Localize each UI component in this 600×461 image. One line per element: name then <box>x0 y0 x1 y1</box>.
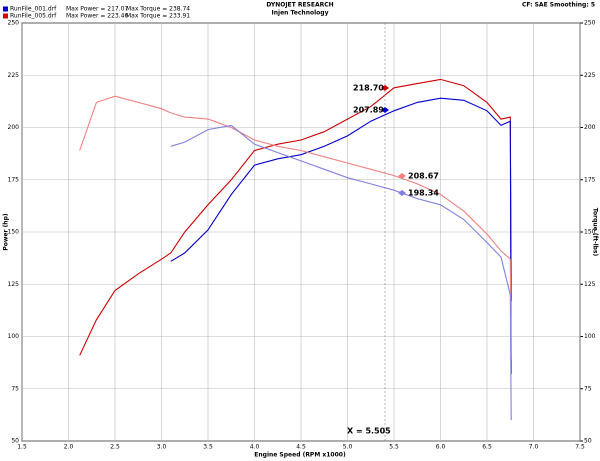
legend-torque: Max Torque = 233.91 <box>126 13 190 20</box>
x-tick-label: 4.0 <box>250 444 260 451</box>
x-tick-label: 1.5 <box>17 444 27 451</box>
annotation: 208.67 <box>408 172 439 181</box>
annotation-marker <box>398 173 406 179</box>
y-tick-label: 225 <box>8 72 20 79</box>
legend-swatch <box>3 6 8 12</box>
series-line <box>170 124 512 421</box>
chart-title: DYNOJET RESEARCH <box>266 2 333 9</box>
y-tick-label: 175 <box>8 176 20 183</box>
y-tick-label: 200 <box>8 124 20 131</box>
x-tick-label: 5.5 <box>389 444 399 451</box>
chart-subtitle: Injen Technology <box>272 10 329 17</box>
series-line <box>170 97 512 375</box>
y2-tick-label: 50 <box>584 438 592 445</box>
x-tick-label: 2.0 <box>64 444 74 451</box>
y2-tick-label: 150 <box>584 229 596 236</box>
settings: CF: SAE Smoothing: 5 <box>522 2 595 9</box>
y-tick-label: 100 <box>8 333 20 340</box>
y-tick-label: 150 <box>8 229 20 236</box>
x-tick-label: 6.0 <box>436 444 446 451</box>
legend-power: Max Power = 223.46 <box>66 13 128 20</box>
y2-tick-label: 75 <box>584 385 592 392</box>
x-tick-label: 5.0 <box>343 444 353 451</box>
x-tick-label: 3.0 <box>157 444 167 451</box>
x-tick-label: 7.5 <box>575 444 585 451</box>
y-axis-label: Power (hp) <box>3 213 10 250</box>
series-line <box>79 78 512 356</box>
annotation-marker <box>381 85 389 91</box>
annotation: 218.70 <box>353 84 384 93</box>
annotation-marker <box>381 107 389 113</box>
x-tick-label: 6.5 <box>482 444 492 451</box>
annotation: 207.89 <box>353 106 384 115</box>
y2-tick-label: 175 <box>584 176 596 183</box>
y2-tick-label: 225 <box>584 72 596 79</box>
legend-swatch <box>3 13 8 19</box>
y2-tick-label: 250 <box>584 20 596 27</box>
y-tick-label: 75 <box>11 385 19 392</box>
legend-torque: Max Torque = 238.74 <box>126 6 190 13</box>
cursor-label: X = 5.505 <box>347 427 391 436</box>
x-tick-label: 2.5 <box>110 444 120 451</box>
x-tick-label: 4.5 <box>296 444 306 451</box>
x-tick-label: 7.0 <box>529 444 539 451</box>
y-tick-label: 125 <box>8 281 20 288</box>
x-tick-label: 3.5 <box>203 444 213 451</box>
y2-tick-label: 200 <box>584 124 596 131</box>
y2-axis-label: Torque (ft-lbs) <box>592 208 599 257</box>
x-axis-label: Engine Speed (RPM x1000) <box>254 452 346 459</box>
y-tick-label: 50 <box>11 438 19 445</box>
legend-file: RunFile_001.drf <box>10 6 57 13</box>
y2-tick-label: 125 <box>584 281 596 288</box>
y2-tick-label: 100 <box>584 333 596 340</box>
annotation: 198.34 <box>408 189 439 198</box>
legend-power: Max Power = 217.07 <box>66 6 128 13</box>
series-line <box>79 95 512 360</box>
y-tick-label: 250 <box>8 20 20 27</box>
legend-file: RunFile_005.drf <box>10 13 57 20</box>
annotation-marker <box>398 190 406 196</box>
